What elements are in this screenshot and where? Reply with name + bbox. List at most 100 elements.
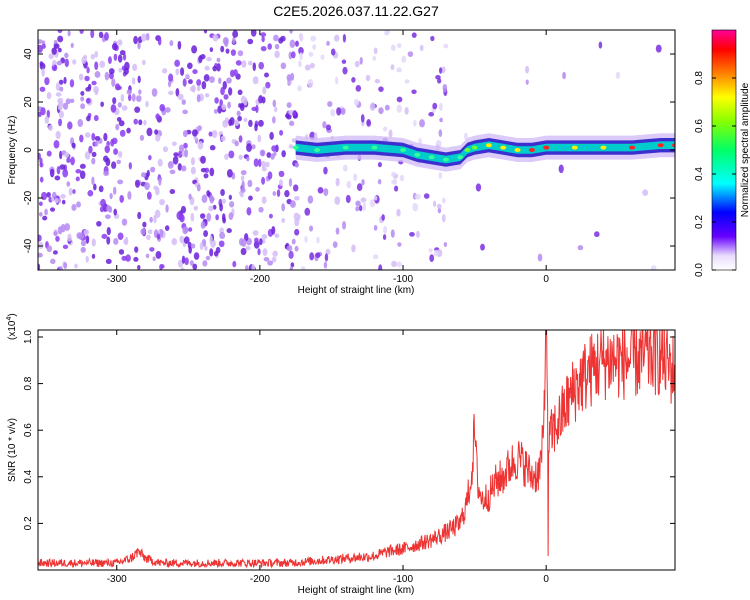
noise-point — [439, 102, 443, 112]
noise-point — [577, 245, 584, 251]
noise-point — [228, 119, 233, 127]
noise-point — [254, 123, 258, 132]
noise-point — [308, 51, 314, 57]
y-tick-label: 0.8 — [23, 376, 34, 390]
noise-point — [362, 202, 367, 212]
noise-point — [382, 126, 388, 132]
noise-point — [61, 199, 66, 205]
noise-point — [86, 115, 91, 122]
noise-point — [247, 38, 254, 45]
noise-point — [46, 91, 52, 100]
snr-y-multiplier: (x104) — [6, 313, 18, 340]
noise-point — [327, 101, 333, 107]
noise-point — [377, 161, 382, 168]
noise-point — [132, 63, 138, 72]
noise-point — [63, 262, 68, 270]
noise-point — [46, 191, 51, 198]
noise-point — [141, 59, 146, 66]
noise-point — [351, 244, 356, 253]
noise-point — [203, 30, 208, 34]
noise-point — [243, 117, 248, 123]
noise-point — [91, 253, 96, 259]
noise-point — [220, 135, 226, 142]
noise-point — [174, 59, 181, 67]
noise-point — [215, 246, 221, 254]
noise-point — [104, 32, 109, 41]
noise-point — [189, 260, 194, 266]
noise-point — [58, 79, 64, 85]
noise-point — [87, 190, 94, 197]
noise-point — [187, 241, 192, 249]
noise-point — [196, 79, 202, 86]
noise-point — [167, 80, 172, 88]
snr-frame — [37, 329, 676, 571]
noise-point — [354, 60, 360, 68]
noise-point — [100, 101, 104, 107]
noise-point — [594, 231, 600, 238]
noise-point — [42, 215, 48, 221]
noise-point — [185, 73, 190, 79]
ridge-point — [672, 143, 675, 148]
noise-point — [206, 190, 211, 197]
noise-point — [396, 96, 403, 103]
ridge-point — [528, 148, 535, 152]
noise-point — [251, 106, 258, 112]
noise-point — [200, 167, 207, 173]
ridge-point — [371, 145, 378, 150]
noise-point — [113, 208, 118, 216]
y-tick-label: 0.6 — [23, 423, 34, 437]
noise-point — [271, 225, 276, 235]
noise-point — [117, 179, 124, 185]
noise-point — [182, 78, 187, 87]
noise-point — [228, 87, 233, 96]
noise-point — [70, 42, 74, 49]
noise-point — [288, 178, 293, 187]
noise-point — [258, 158, 262, 168]
noise-point — [196, 85, 201, 92]
noise-point — [123, 67, 129, 75]
noise-point — [50, 258, 56, 265]
noise-point — [212, 65, 218, 72]
colorbar-gradient — [712, 30, 736, 270]
noise-point — [79, 170, 86, 180]
noise-point — [75, 168, 82, 174]
ridge-core — [295, 141, 675, 164]
noise-point — [294, 245, 299, 252]
noise-point — [38, 44, 43, 53]
noise-point — [56, 166, 61, 175]
noise-point — [118, 67, 123, 73]
noise-point — [152, 256, 156, 262]
y-tick-label: 0.2 — [23, 516, 34, 530]
noise-point — [192, 263, 198, 270]
noise-point — [53, 64, 57, 70]
noise-point — [332, 241, 338, 248]
noise-point — [79, 163, 86, 169]
snr-x-label: Height of straight line (km) — [298, 585, 415, 596]
noise-point — [381, 214, 385, 221]
noise-point — [159, 263, 163, 270]
noise-point — [288, 250, 294, 259]
noise-point — [295, 40, 299, 47]
noise-point — [38, 201, 43, 207]
noise-point — [54, 175, 61, 181]
noise-point — [133, 256, 139, 262]
noise-point — [382, 234, 387, 241]
noise-point — [168, 90, 174, 96]
noise-point — [223, 94, 229, 100]
noise-point — [330, 48, 336, 56]
noise-point — [81, 56, 87, 64]
noise-point — [341, 59, 347, 64]
noise-point — [365, 74, 371, 82]
noise-point — [299, 33, 304, 42]
noise-point — [80, 96, 85, 102]
noise-point — [67, 121, 73, 130]
noise-point — [278, 179, 284, 187]
noise-point — [106, 236, 111, 245]
noise-point — [226, 168, 233, 178]
noise-point — [57, 47, 62, 53]
noise-point — [127, 191, 132, 200]
noise-point — [145, 33, 150, 41]
noise-point — [304, 207, 311, 216]
noise-point — [182, 109, 188, 115]
noise-point — [140, 172, 147, 178]
